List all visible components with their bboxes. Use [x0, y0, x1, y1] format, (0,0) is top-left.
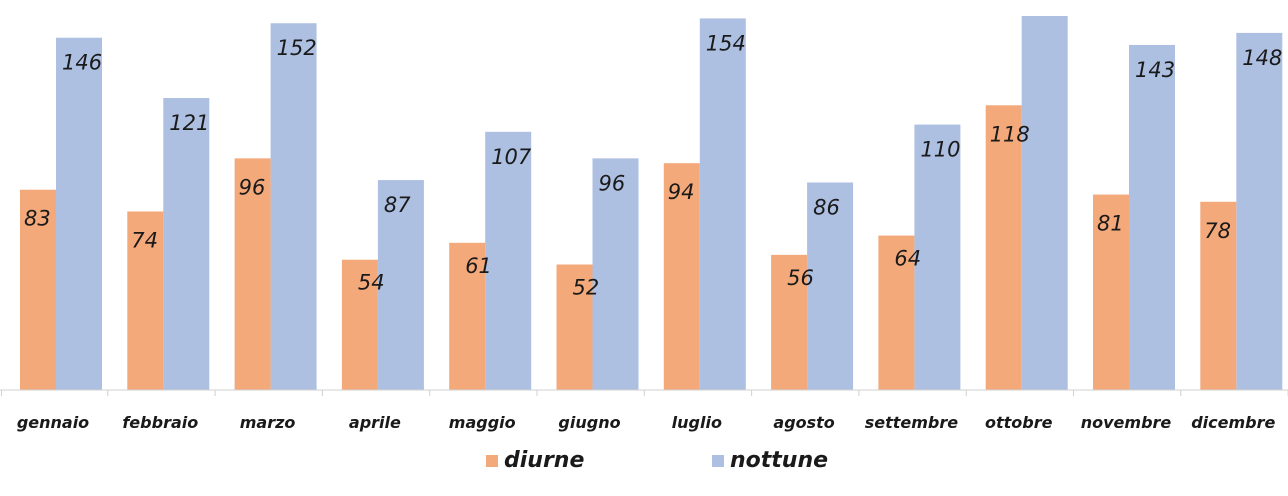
x-tick-label-aprile: aprile: [349, 413, 401, 432]
x-tick-label-maggio: maggio: [449, 413, 516, 432]
bar-diurne-aprile: [341, 259, 378, 390]
data-label-nottune-febbraio: 121: [169, 111, 209, 135]
data-label-nottune-dicembre: 148: [1242, 46, 1282, 70]
data-label-diurne-novembre: 81: [1097, 212, 1124, 236]
data-label-nottune-settembre: 110: [920, 138, 960, 162]
data-label-diurne-giugno: 52: [573, 276, 600, 300]
legend-swatch-nottune: [712, 454, 724, 467]
data-label-nottune-luglio: 154: [706, 31, 746, 55]
data-label-diurne-agosto: 56: [787, 266, 814, 290]
data-labels-layer: 83 146 74 121 96 152 54 87 61 107 52 96 94 154 56 86 64 1…: [24, 31, 1282, 299]
data-label-diurne-febbraio: 74: [131, 228, 158, 252]
bar-nottune-ottobre: [1021, 16, 1068, 390]
bar-nottune-maggio: [485, 131, 532, 391]
data-label-nottune-giugno: 96: [599, 171, 626, 195]
bar-nottune-marzo: [270, 23, 317, 391]
x-tick-label-febbraio: febbraio: [122, 413, 198, 432]
data-label-diurne-gennaio: 83: [24, 207, 51, 231]
bar-nottune-giugno: [592, 158, 639, 390]
data-label-nottune-novembre: 143: [1135, 58, 1175, 82]
data-label-diurne-dicembre: 78: [1204, 219, 1231, 243]
data-label-diurne-ottobre: 118: [990, 122, 1030, 146]
data-label-diurne-settembre: 64: [894, 247, 921, 271]
bar-diurne-agosto: [771, 254, 808, 390]
x-tick-label-gennaio: gennaio: [17, 413, 89, 432]
bar-diurne-ottobre: [985, 105, 1022, 391]
legend-swatch-diurne: [486, 454, 498, 467]
x-tick-label-luglio: luglio: [672, 413, 722, 432]
x-tick-label-novembre: novembre: [1081, 413, 1172, 432]
bar-diurne-settembre: [878, 235, 915, 390]
x-axis-labels: gennaio febbraio marzo aprile maggio giugno lu…: [17, 413, 1276, 432]
data-label-nottune-maggio: 107: [491, 145, 532, 169]
bar-nottune-agosto: [807, 182, 854, 390]
bar-diurne-maggio: [449, 242, 486, 390]
bar-nottune-luglio: [699, 18, 746, 390]
bar-diurne-febbraio: [127, 211, 164, 390]
bar-nottune-febbraio: [163, 98, 210, 391]
legend-label-nottune: nottune: [730, 448, 829, 473]
data-label-diurne-marzo: 96: [239, 175, 266, 199]
bar-nottune-settembre: [914, 124, 961, 391]
bar-diurne-luglio: [663, 163, 700, 390]
data-label-nottune-agosto: 86: [813, 195, 840, 219]
bar-nottune-novembre: [1129, 44, 1175, 391]
bar-diurne-novembre: [1093, 194, 1129, 390]
bar-diurne-dicembre: [1200, 201, 1237, 390]
x-tick-label-settembre: settembre: [865, 413, 959, 432]
bar-chart: 83 146 74 121 96 152 54 87 61 107 52 96 94 154 56 86 64 1…: [0, 16, 1288, 432]
bar-diurne-giugno: [556, 264, 593, 390]
x-tick-label-agosto: agosto: [773, 413, 834, 432]
bars-layer: [20, 16, 1283, 391]
x-axis-ticks: [1, 390, 1288, 396]
legend-item-nottune: nottune: [712, 448, 828, 473]
legend: diurne nottune: [0, 448, 1288, 488]
x-tick-label-giugno: giugno: [558, 413, 620, 432]
bar-nottune-dicembre: [1236, 32, 1283, 391]
x-tick-label-dicembre: dicembre: [1191, 413, 1275, 432]
legend-item-diurne: diurne: [486, 448, 584, 473]
x-tick-label-ottobre: ottobre: [985, 413, 1053, 432]
data-label-diurne-luglio: 94: [668, 180, 695, 204]
data-label-diurne-aprile: 54: [358, 271, 385, 295]
data-label-nottune-marzo: 152: [277, 36, 317, 60]
x-tick-label-marzo: marzo: [240, 413, 296, 432]
bar-nottune-gennaio: [56, 37, 102, 391]
bar-nottune-aprile: [377, 180, 424, 390]
legend-label-diurne: diurne: [504, 448, 585, 473]
data-label-nottune-aprile: 87: [384, 193, 411, 217]
data-label-diurne-maggio: 61: [465, 254, 492, 278]
data-label-nottune-gennaio: 146: [62, 51, 102, 75]
bar-diurne-marzo: [234, 158, 271, 390]
bar-diurne-gennaio: [20, 189, 56, 390]
